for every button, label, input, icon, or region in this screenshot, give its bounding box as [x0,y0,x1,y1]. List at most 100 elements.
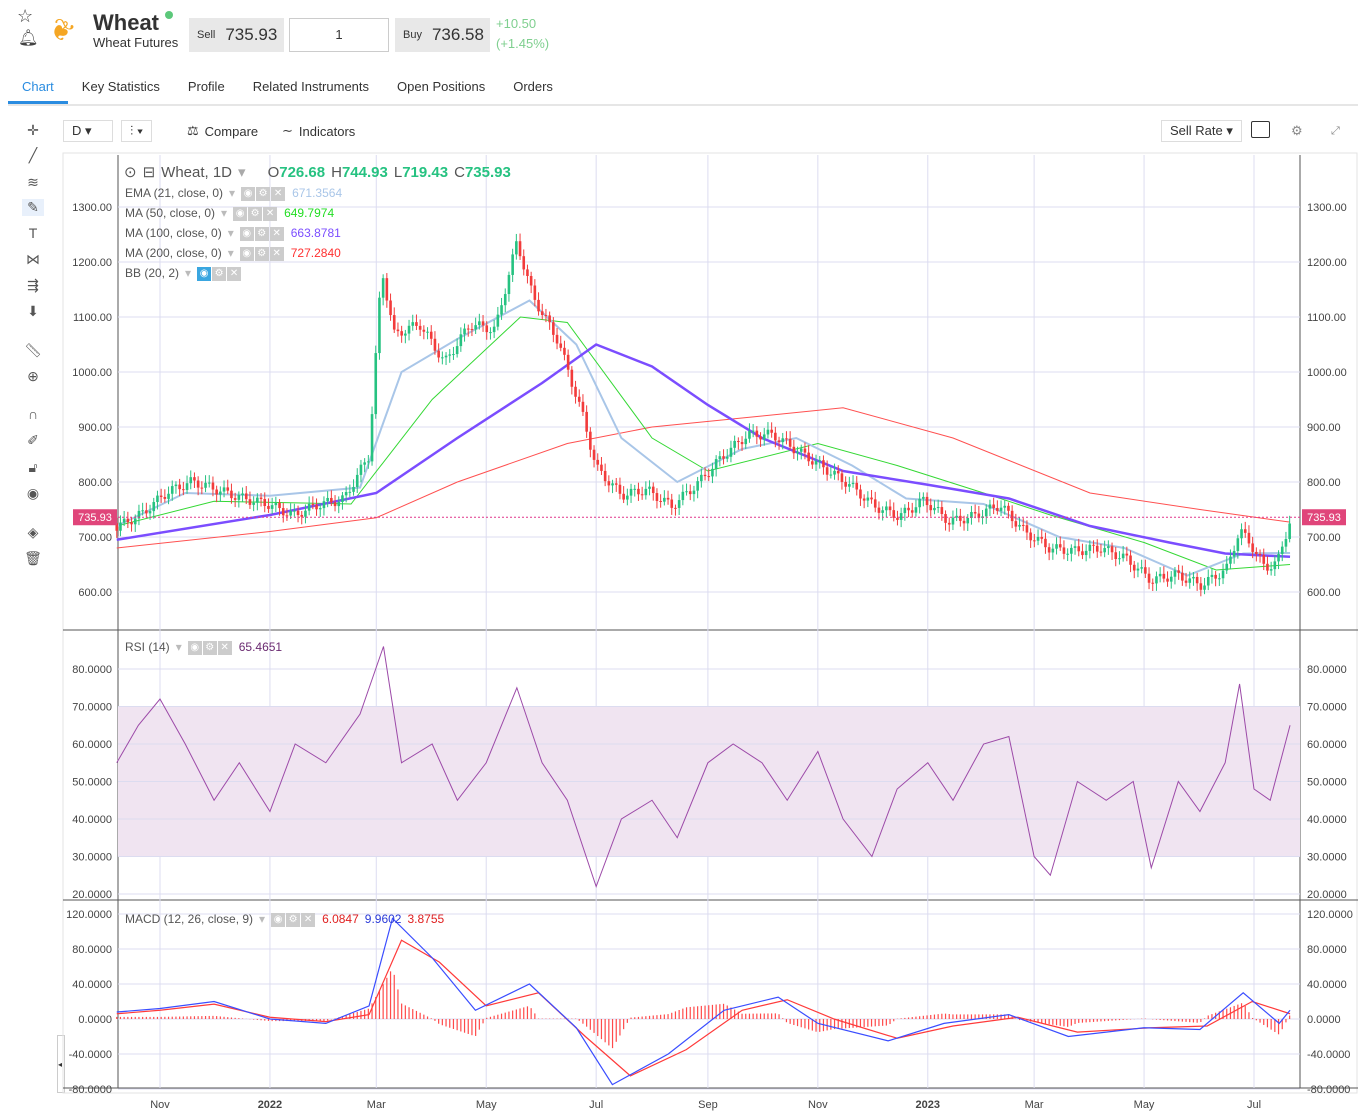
trend-line-icon[interactable]: ╱ [28,147,38,163]
candle-body [925,496,929,506]
chart-type-select[interactable]: ⫶ ▾ [121,120,153,142]
tab-key-statistics[interactable]: Key Statistics [81,79,160,94]
hide-icon[interactable]: ⊟ [142,164,156,181]
candle-body [796,451,799,454]
compare-button[interactable]: ⚖ Compare [187,119,258,143]
indicators-button[interactable]: ∼ Indicators [282,119,355,143]
candle-body [844,481,847,487]
rsi-label[interactable]: RSI (14) [125,640,170,654]
candle-body [1262,555,1266,564]
zoom-in-icon[interactable]: ⊕ [27,368,39,384]
x-axis-label: May [476,1099,497,1111]
ruler-icon[interactable]: 📏︎ [24,342,42,358]
fullscreen-icon[interactable]: ⤢ [1331,124,1340,137]
indicator-controls[interactable]: ◉ ⚙ ✕ [197,265,242,281]
tab-orders[interactable]: Orders [513,79,553,94]
magnet-icon[interactable]: ∩ [27,406,39,422]
symbol-label[interactable]: Wheat, 1D [161,163,233,181]
indicator-controls[interactable]: ◉ ⚙ ✕ [239,245,285,261]
bell-icon[interactable]: 🔔︎ [18,30,39,47]
candle-body [729,447,733,457]
buy-button[interactable]: Buy 736.58 [395,18,490,52]
candle-body [1029,532,1032,541]
candle-body [359,464,363,475]
fib-icon[interactable]: ≋ [27,174,39,190]
quantity-input[interactable]: 1 [289,18,389,52]
candle-body [1251,543,1254,552]
candle-body [1110,546,1114,553]
candle-body [888,506,892,511]
candle-body [877,507,881,513]
tab-chart[interactable]: Chart [8,72,68,104]
arrow-down-icon[interactable]: ⬇ [27,303,39,319]
candle-body [607,481,611,486]
candle-body [474,325,477,330]
collapse-panel-handle[interactable]: ◂ [57,1035,65,1093]
settings-icon[interactable]: ⚙ [1291,123,1303,138]
candle-body [281,508,285,516]
layers-icon[interactable]: ◈ [27,524,39,540]
lock-icon[interactable]: 🔓︎ [28,459,38,475]
candle-body [799,448,803,452]
rate-select[interactable]: Sell Rate ▾ [1161,120,1242,142]
candle-body [444,355,448,358]
tab-profile[interactable]: Profile [187,79,225,94]
candle-body [315,504,318,510]
candle-body [1040,536,1044,539]
macd-legend: MACD (12, 26, close, 9) ▾ ◉ ⚙ ✕ 6.0847 9.9602 3… [125,911,445,927]
prediction-icon[interactable]: ⇶ [27,277,39,293]
interval-select[interactable]: D ▾ [63,120,113,142]
price-axis-label: 1100.00 [1307,312,1346,324]
indicator-controls[interactable]: ◉ ⚙ ✕ [241,185,286,201]
ma50-line [116,316,1291,571]
bb-label[interactable]: BB (20, 2) [125,266,180,280]
candle-body [156,495,159,503]
candle-body [677,500,681,508]
x-axis-label: Jul [1247,1099,1261,1111]
change-value: +10.50 [496,16,537,31]
candle-body [1025,525,1029,533]
candle-body [466,328,470,330]
tab-open-positions[interactable]: Open Positions [397,79,486,94]
crosshair-icon[interactable]: ✛ [27,122,39,138]
brush-icon[interactable]: ✎ [22,199,44,216]
sell-button[interactable]: Sell 735.93 [189,18,284,52]
candle-body [873,499,877,508]
candle-body [670,499,674,508]
candle-body [1014,521,1018,527]
ma50-label[interactable]: MA (50, close, 0) [125,206,216,220]
macd-label[interactable]: MACD (12, 26, close, 9) [125,912,254,926]
lock-drawing-icon[interactable]: ✐ [27,432,39,448]
indicator-controls[interactable]: ◉ ⚙ ✕ [271,911,316,927]
indicator-controls[interactable]: ◉ ⚙ ✕ [187,639,233,655]
x-axis-label: Nov [150,1099,170,1111]
collapse-icon[interactable]: ⊙ [124,164,137,181]
candle-body [455,346,459,355]
candle-body [226,487,230,491]
candle-body [163,496,167,499]
tab-related-instruments[interactable]: Related Instruments [252,79,370,94]
candle-body [1044,538,1047,548]
candle-body [352,486,355,492]
eye-icon[interactable]: ◉ [26,485,40,501]
trash-icon[interactable]: 🗑︎ [24,550,42,566]
candle-body [1188,578,1192,583]
pattern-icon[interactable]: ⋈ [26,251,40,267]
indicator-controls[interactable]: ◉ ⚙ ✕ [233,205,278,221]
candle-body [289,510,292,516]
price-axis-label: 800.00 [1307,477,1341,489]
text-icon[interactable]: T [28,225,38,241]
ema-label[interactable]: EMA (21, close, 0) [125,186,224,200]
indicator-controls[interactable]: ◉ ⚙ ✕ [239,225,285,241]
star-icon[interactable]: ☆ [17,6,34,26]
ma100-label[interactable]: MA (100, close, 0) [125,226,222,240]
candle-body [537,299,540,312]
candle-body [244,493,248,500]
ma200-label[interactable]: MA (200, close, 0) [125,246,222,260]
candle-body [1118,558,1121,560]
close-label: C [454,163,465,181]
candle-body [1055,544,1058,549]
sell-price: 735.93 [225,25,278,44]
snapshot-button[interactable] [1251,121,1270,138]
